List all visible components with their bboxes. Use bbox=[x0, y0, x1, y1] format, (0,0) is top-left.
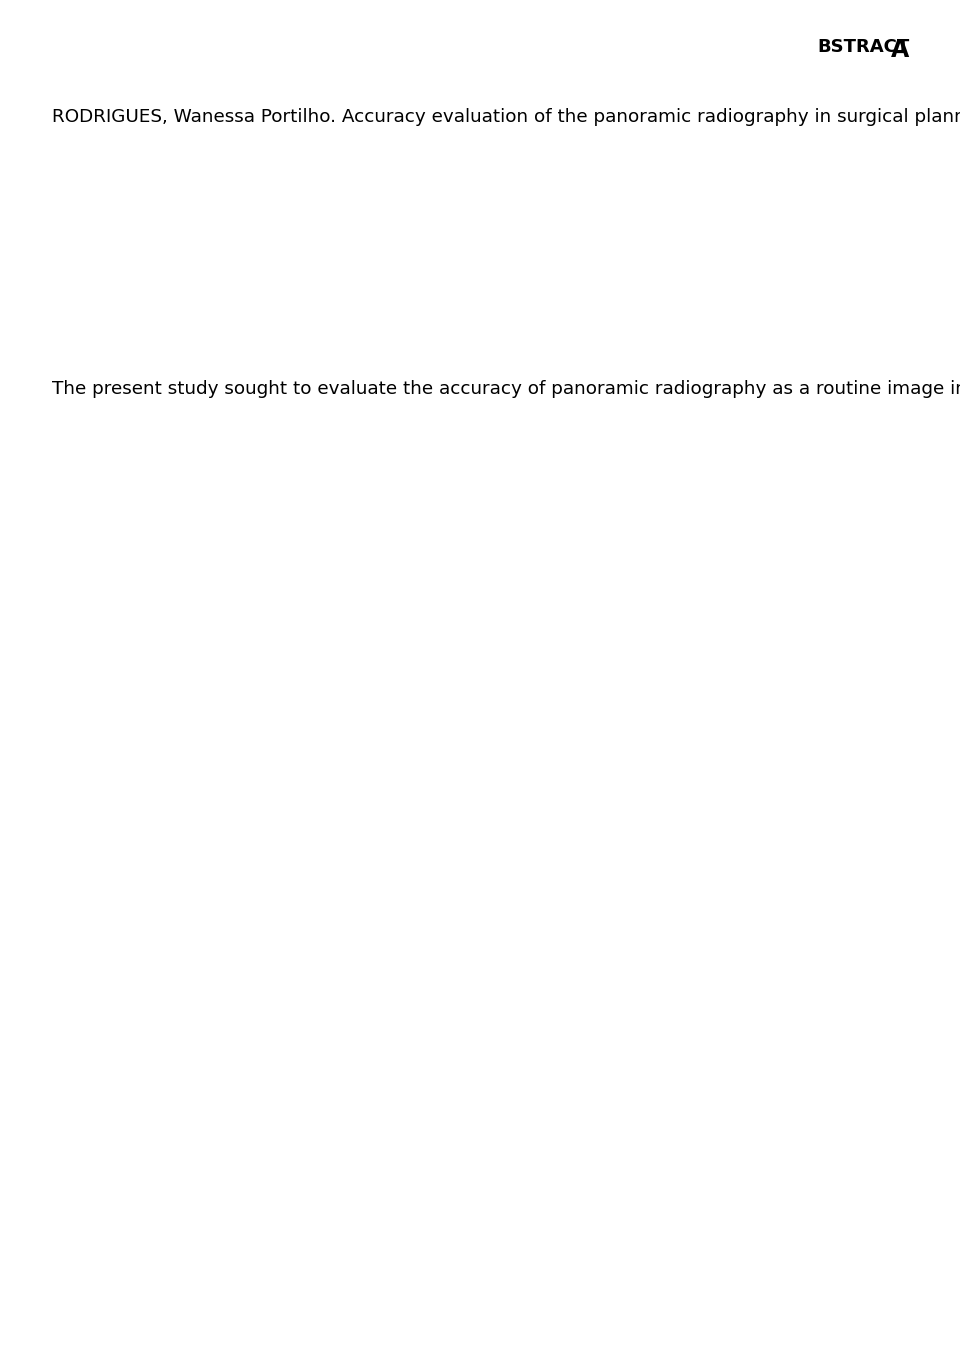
Text: The present study sought to evaluate the accuracy of panoramic radiography as a : The present study sought to evaluate the… bbox=[52, 379, 960, 399]
Text: RODRIGUES, Wanessa Portilho. Accuracy evaluation of the panoramic radiography in: RODRIGUES, Wanessa Portilho. Accuracy ev… bbox=[52, 108, 960, 127]
Text: BSTRACT: BSTRACT bbox=[818, 38, 910, 56]
Text: A: A bbox=[891, 38, 909, 61]
